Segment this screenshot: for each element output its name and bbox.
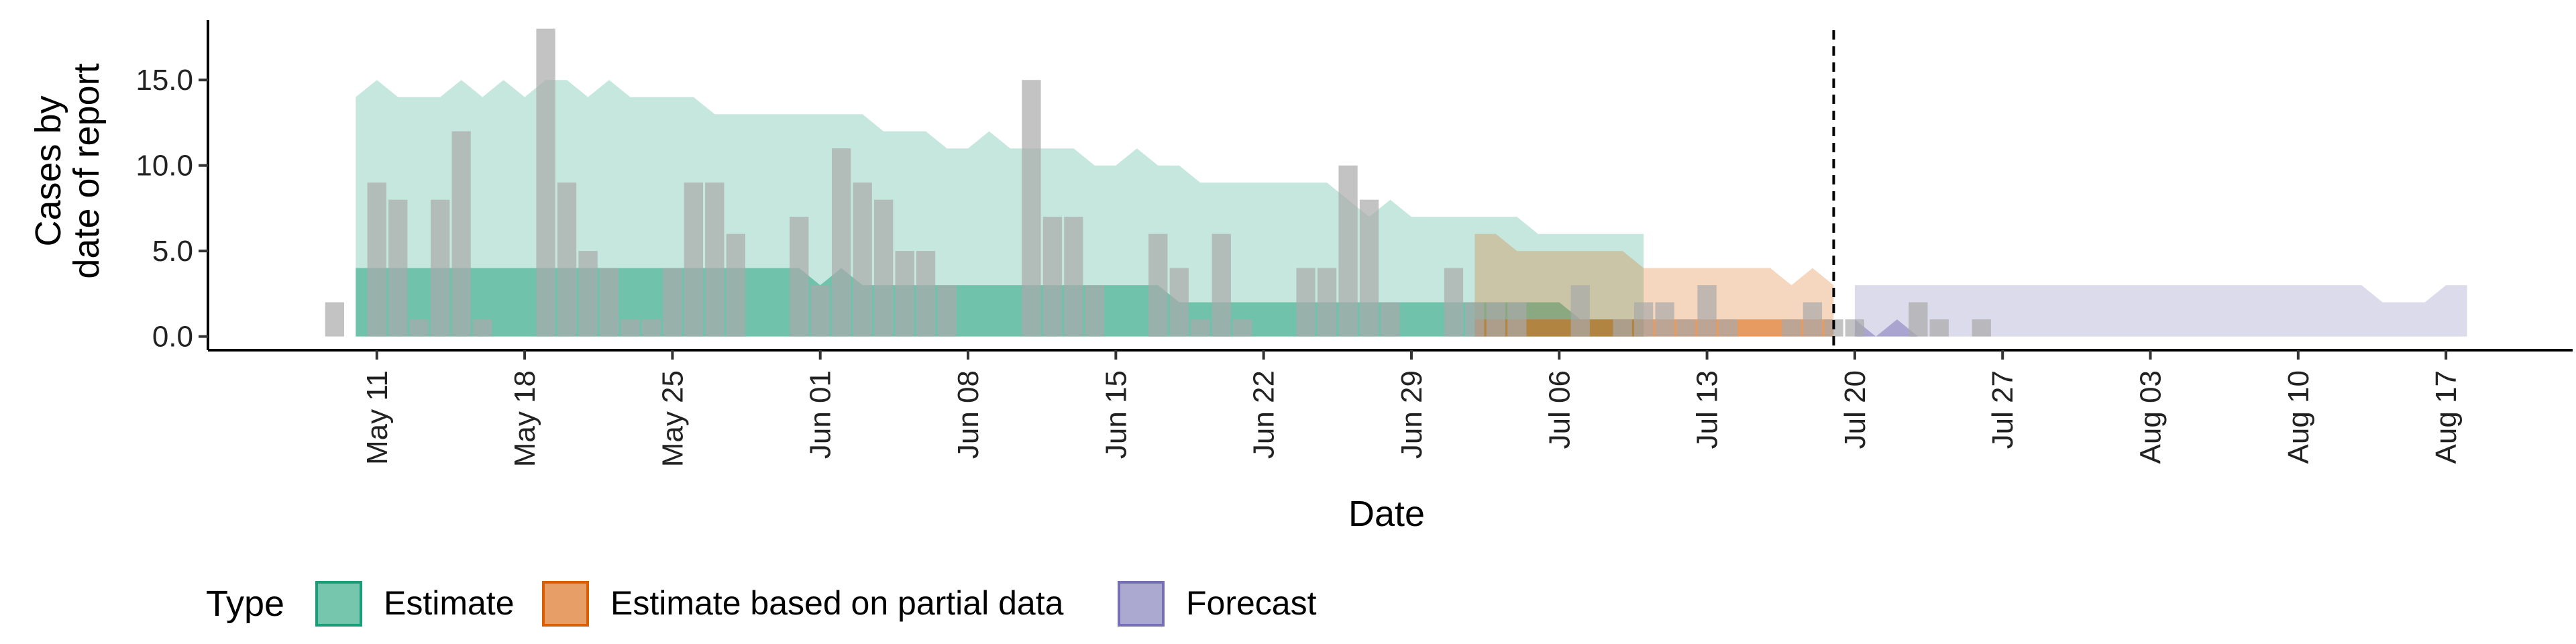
observed-case-bar (705, 182, 724, 337)
x-tick-label: Jul 06 (1543, 370, 1576, 449)
observed-case-bar (536, 28, 555, 337)
observed-case-bar (1803, 302, 1823, 337)
observed-case-bar (1845, 319, 1864, 337)
x-tick-label: May 18 (508, 370, 541, 467)
observed-case-bar (1338, 165, 1358, 337)
observed-case-bar (853, 182, 872, 337)
observed-case-bar (1085, 285, 1104, 337)
observed-case-bar (1317, 268, 1337, 337)
observed-case-bar (1296, 268, 1316, 337)
observed-case-bar (1655, 302, 1674, 337)
observed-case-bar (937, 285, 957, 337)
observed-case-bar (1570, 285, 1590, 337)
observed-case-bar (1613, 319, 1632, 337)
legend: Type Estimate Estimate based on partial d… (206, 581, 1317, 627)
observed-case-bar (578, 251, 598, 337)
observed-case-bar (1212, 233, 1231, 337)
observed-case-bar (1022, 80, 1041, 337)
legend-swatch-estimate-based-on-partial-data (542, 581, 589, 627)
y-axis-title-line-1: Cases by (28, 95, 68, 246)
plot-area (325, 28, 2467, 350)
y-axis-title-line-2: date of report (66, 63, 107, 278)
y-tick-label: 0.0 (152, 321, 193, 354)
legend-swatch-forecast (1118, 581, 1165, 627)
observed-case-bar (1634, 302, 1654, 337)
observed-case-bar (916, 251, 936, 337)
observed-case-bar (473, 319, 492, 337)
observed-case-bar (684, 182, 703, 337)
estimate-based-on-partial-data-inner-ribbon (1474, 319, 1834, 337)
legend-label-estimate: Estimate (384, 584, 515, 622)
x-tick-label: Jul 27 (1986, 370, 2019, 449)
observed-case-bar (557, 182, 577, 337)
observed-case-bar (895, 251, 914, 337)
observed-case-bar (1972, 319, 1991, 337)
observed-case-bar (367, 182, 386, 337)
axes: 0.0 5.0 10.0 15.0 May 11 May 18 May 25 Jun 01 Ju… (136, 20, 2573, 467)
observed-case-bar (1697, 285, 1717, 337)
observed-case-bar (874, 199, 894, 337)
observed-case-bar (1233, 319, 1252, 337)
x-tick-label: Jul 20 (1839, 370, 1872, 449)
x-tick-label: Jun 15 (1099, 370, 1132, 459)
x-tick-label: Jul 13 (1691, 370, 1724, 449)
observed-case-bar (1465, 302, 1485, 337)
observed-case-bar (1148, 233, 1168, 337)
observed-case-bar (1169, 268, 1189, 337)
legend-title: Type (206, 584, 284, 624)
observed-case-bar (726, 233, 745, 337)
x-tick-label: Aug 10 (2282, 370, 2315, 464)
observed-case-bar (621, 319, 640, 337)
observed-case-bar (325, 302, 344, 337)
observed-case-bar (1909, 302, 1928, 337)
observed-case-bar (1359, 199, 1379, 337)
observed-case-bar (1444, 268, 1464, 337)
x-tick-label: May 11 (361, 370, 394, 465)
legend-label-estimate-based-on-partial-data: Estimate based on partial data (610, 584, 1064, 622)
x-tick-label: Jun 08 (952, 370, 985, 459)
observed-case-bar (1042, 217, 1063, 337)
observed-case-bar (641, 319, 661, 337)
x-tick-label: Jun 29 (1395, 370, 1428, 459)
observed-case-bar (1486, 302, 1505, 337)
observed-case-bar (810, 285, 830, 337)
observed-case-bar (1381, 302, 1400, 337)
y-tick-label: 15.0 (136, 64, 193, 97)
observed-case-bar (1191, 319, 1210, 337)
legend-label-forecast: Forecast (1186, 584, 1317, 622)
observed-case-bar (1507, 302, 1527, 337)
observed-case-bar (451, 131, 471, 337)
observed-case-bar (1718, 319, 1738, 337)
observed-case-bar (663, 268, 682, 337)
y-tick-label: 10.0 (136, 150, 193, 182)
observed-case-bar (388, 199, 408, 337)
observed-case-bar (790, 217, 809, 337)
x-tick-label: Jun 22 (1248, 370, 1281, 459)
observed-case-bar (599, 268, 619, 337)
x-tick-label: Aug 03 (2135, 370, 2167, 464)
y-tick-label: 5.0 (152, 235, 193, 268)
observed-case-bar (1064, 217, 1083, 337)
observed-case-bar (431, 199, 450, 337)
observed-case-bar (1782, 319, 1801, 337)
x-tick-label: May 25 (656, 370, 689, 467)
x-axis-title: Date (1348, 494, 1425, 534)
forecast-outer-ribbon (1854, 285, 2467, 337)
estimate-based-on-partial-data-outer-ribbon (1474, 233, 1834, 337)
x-tick-label: Jun 01 (804, 370, 837, 459)
observed-case-bar (409, 319, 429, 337)
observed-case-bar (832, 148, 851, 337)
x-tick-label: Aug 17 (2430, 370, 2463, 464)
observed-case-bar (1676, 319, 1696, 337)
observed-case-bar (1929, 319, 1949, 337)
legend-swatch-estimate (315, 581, 362, 627)
